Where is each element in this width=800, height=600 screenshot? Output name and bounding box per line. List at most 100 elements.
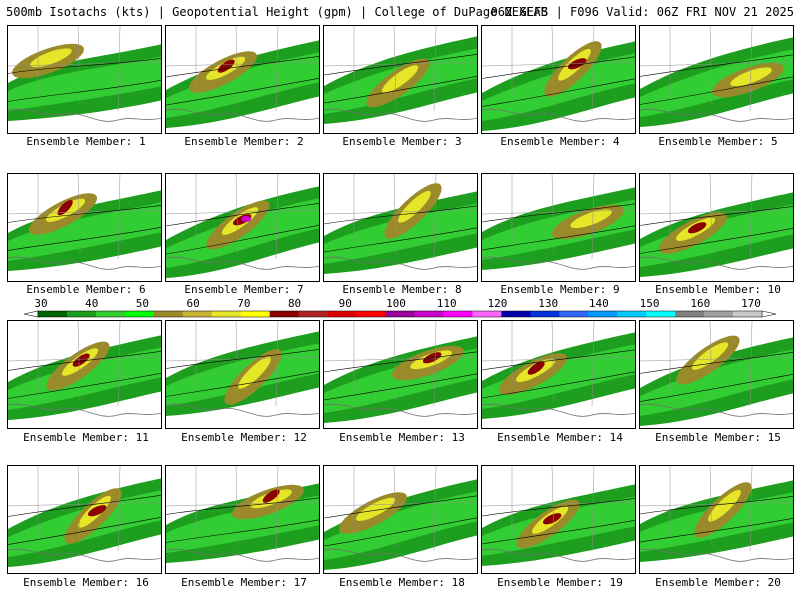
colorbar-tick-label: 80	[288, 297, 301, 310]
member-label-5: Ensemble Member: 5	[658, 135, 778, 148]
colorbar-swatch	[733, 311, 763, 317]
colorbar-tick-label: 140	[589, 297, 609, 310]
member-label-1: Ensemble Member: 1	[26, 135, 146, 148]
colorbar-right-arrow	[761, 310, 777, 318]
isotach-map-5	[640, 26, 793, 127]
member-label-18: Ensemble Member: 18	[339, 576, 465, 589]
member-label-3: Ensemble Member: 3	[342, 135, 462, 148]
colorbar-tick-label: 100	[386, 297, 406, 310]
colorbar-tick-label: 130	[538, 297, 558, 310]
isotach-map-15	[640, 321, 793, 426]
colorbar-swatch	[588, 311, 618, 317]
isotach-map-6	[8, 174, 161, 271]
colorbar-swatch	[443, 311, 473, 317]
run-valid-time: 06Z GEFS | F096 Valid: 06Z FRI NOV 21 20…	[490, 5, 794, 19]
map-panel-member-8	[323, 173, 478, 282]
colorbar-left-arrow	[23, 310, 39, 318]
member-label-7: Ensemble Member: 7	[184, 283, 304, 296]
map-panel-member-12	[165, 320, 320, 429]
member-label-2: Ensemble Member: 2	[184, 135, 304, 148]
isotach-map-12	[166, 321, 319, 417]
map-panel-member-16	[7, 465, 162, 574]
map-panel-member-7	[165, 173, 320, 282]
colorbar-swatch	[66, 311, 97, 317]
colorbar-tick-label: 90	[339, 297, 352, 310]
colorbar-swatch	[501, 311, 531, 317]
colorbar-tick-label: 160	[690, 297, 710, 310]
color-legend: 30 40 50 60 70 80 90 100 110 120 130 140 150 160 170	[23, 297, 777, 318]
colorbar-swatch	[356, 311, 386, 317]
isotach-map-11	[8, 321, 161, 420]
member-label-17: Ensemble Member: 17	[181, 576, 307, 589]
isotach-map-2	[166, 26, 319, 128]
colorbar-tick-label: 60	[187, 297, 200, 310]
member-label-13: Ensemble Member: 13	[339, 431, 465, 444]
colorbar-tick-label: 110	[437, 297, 457, 310]
map-panel-member-3	[323, 25, 478, 134]
colorbar-swatch	[530, 311, 560, 317]
isotach-map-16	[8, 466, 161, 567]
colorbar-swatch	[385, 311, 415, 317]
colorbar-swatch	[269, 311, 299, 317]
colorbar-tick-label: 150	[640, 297, 660, 310]
colorbar-swatch	[153, 311, 184, 317]
member-label-8: Ensemble Member: 8	[342, 283, 462, 296]
map-panel-member-5	[639, 25, 794, 134]
colorbar-swatch	[298, 311, 328, 317]
member-label-14: Ensemble Member: 14	[497, 431, 623, 444]
colorbar-tick-label: 70	[237, 297, 250, 310]
map-panel-member-19	[481, 465, 636, 574]
map-panel-member-17	[165, 465, 320, 574]
isotach-map-3	[324, 26, 477, 124]
colorbar-swatch	[95, 311, 126, 317]
isotach-map-8	[324, 174, 477, 274]
colorbar-swatch	[182, 311, 213, 317]
map-panel-member-1	[7, 25, 162, 134]
colorbar-swatch	[646, 311, 676, 317]
map-panel-member-15	[639, 320, 794, 429]
member-label-4: Ensemble Member: 4	[500, 135, 620, 148]
member-label-15: Ensemble Member: 15	[655, 431, 781, 444]
colorbar-tick-label: 120	[487, 297, 507, 310]
colorbar-swatch	[211, 311, 242, 317]
colorbar-tick-label: 50	[136, 297, 149, 310]
colorbar-swatch	[327, 311, 357, 317]
map-panel-member-18	[323, 465, 478, 574]
product-title: 500mb Isotachs (kts) | Geopotential Heig…	[6, 5, 548, 19]
member-label-12: Ensemble Member: 12	[181, 431, 307, 444]
colorbar-swatch	[240, 311, 270, 317]
colorbar-swatch	[617, 311, 647, 317]
colorbar-swatch	[472, 311, 502, 317]
member-label-11: Ensemble Member: 11	[23, 431, 149, 444]
member-label-20: Ensemble Member: 20	[655, 576, 781, 589]
map-panel-member-10	[639, 173, 794, 282]
colorbar-swatch	[704, 311, 734, 317]
isotach-map-13	[324, 321, 477, 423]
colorbar-tick-label: 30	[34, 297, 47, 310]
map-panel-member-14	[481, 320, 636, 429]
member-label-16: Ensemble Member: 16	[23, 576, 149, 589]
isotach-map-14	[482, 321, 635, 419]
isotach-map-4	[482, 26, 635, 131]
map-panel-member-13	[323, 320, 478, 429]
map-panel-member-9	[481, 173, 636, 282]
colorbar-tick-label: 40	[85, 297, 98, 310]
colorbar-swatch	[414, 311, 444, 317]
colorbar-swatch	[38, 311, 68, 317]
map-panel-member-2	[165, 25, 320, 134]
isotach-map-9	[482, 174, 635, 270]
member-label-9: Ensemble Member: 9	[500, 283, 620, 296]
map-panel-member-11	[7, 320, 162, 429]
isotach-map-20	[640, 466, 793, 562]
colorbar-tick-label: 170	[741, 297, 761, 310]
header: 500mb Isotachs (kts) | Geopotential Heig…	[0, 0, 800, 22]
isotach-map-1	[8, 26, 161, 122]
isotach-map-10	[640, 174, 793, 277]
map-panel-member-20	[639, 465, 794, 574]
member-label-19: Ensemble Member: 19	[497, 576, 623, 589]
isotach-map-18	[324, 466, 477, 570]
isotach-map-7	[166, 174, 319, 278]
isotach-map-19	[482, 466, 635, 566]
colorbar-swatch	[675, 311, 705, 317]
isotach-map-17	[166, 466, 319, 563]
